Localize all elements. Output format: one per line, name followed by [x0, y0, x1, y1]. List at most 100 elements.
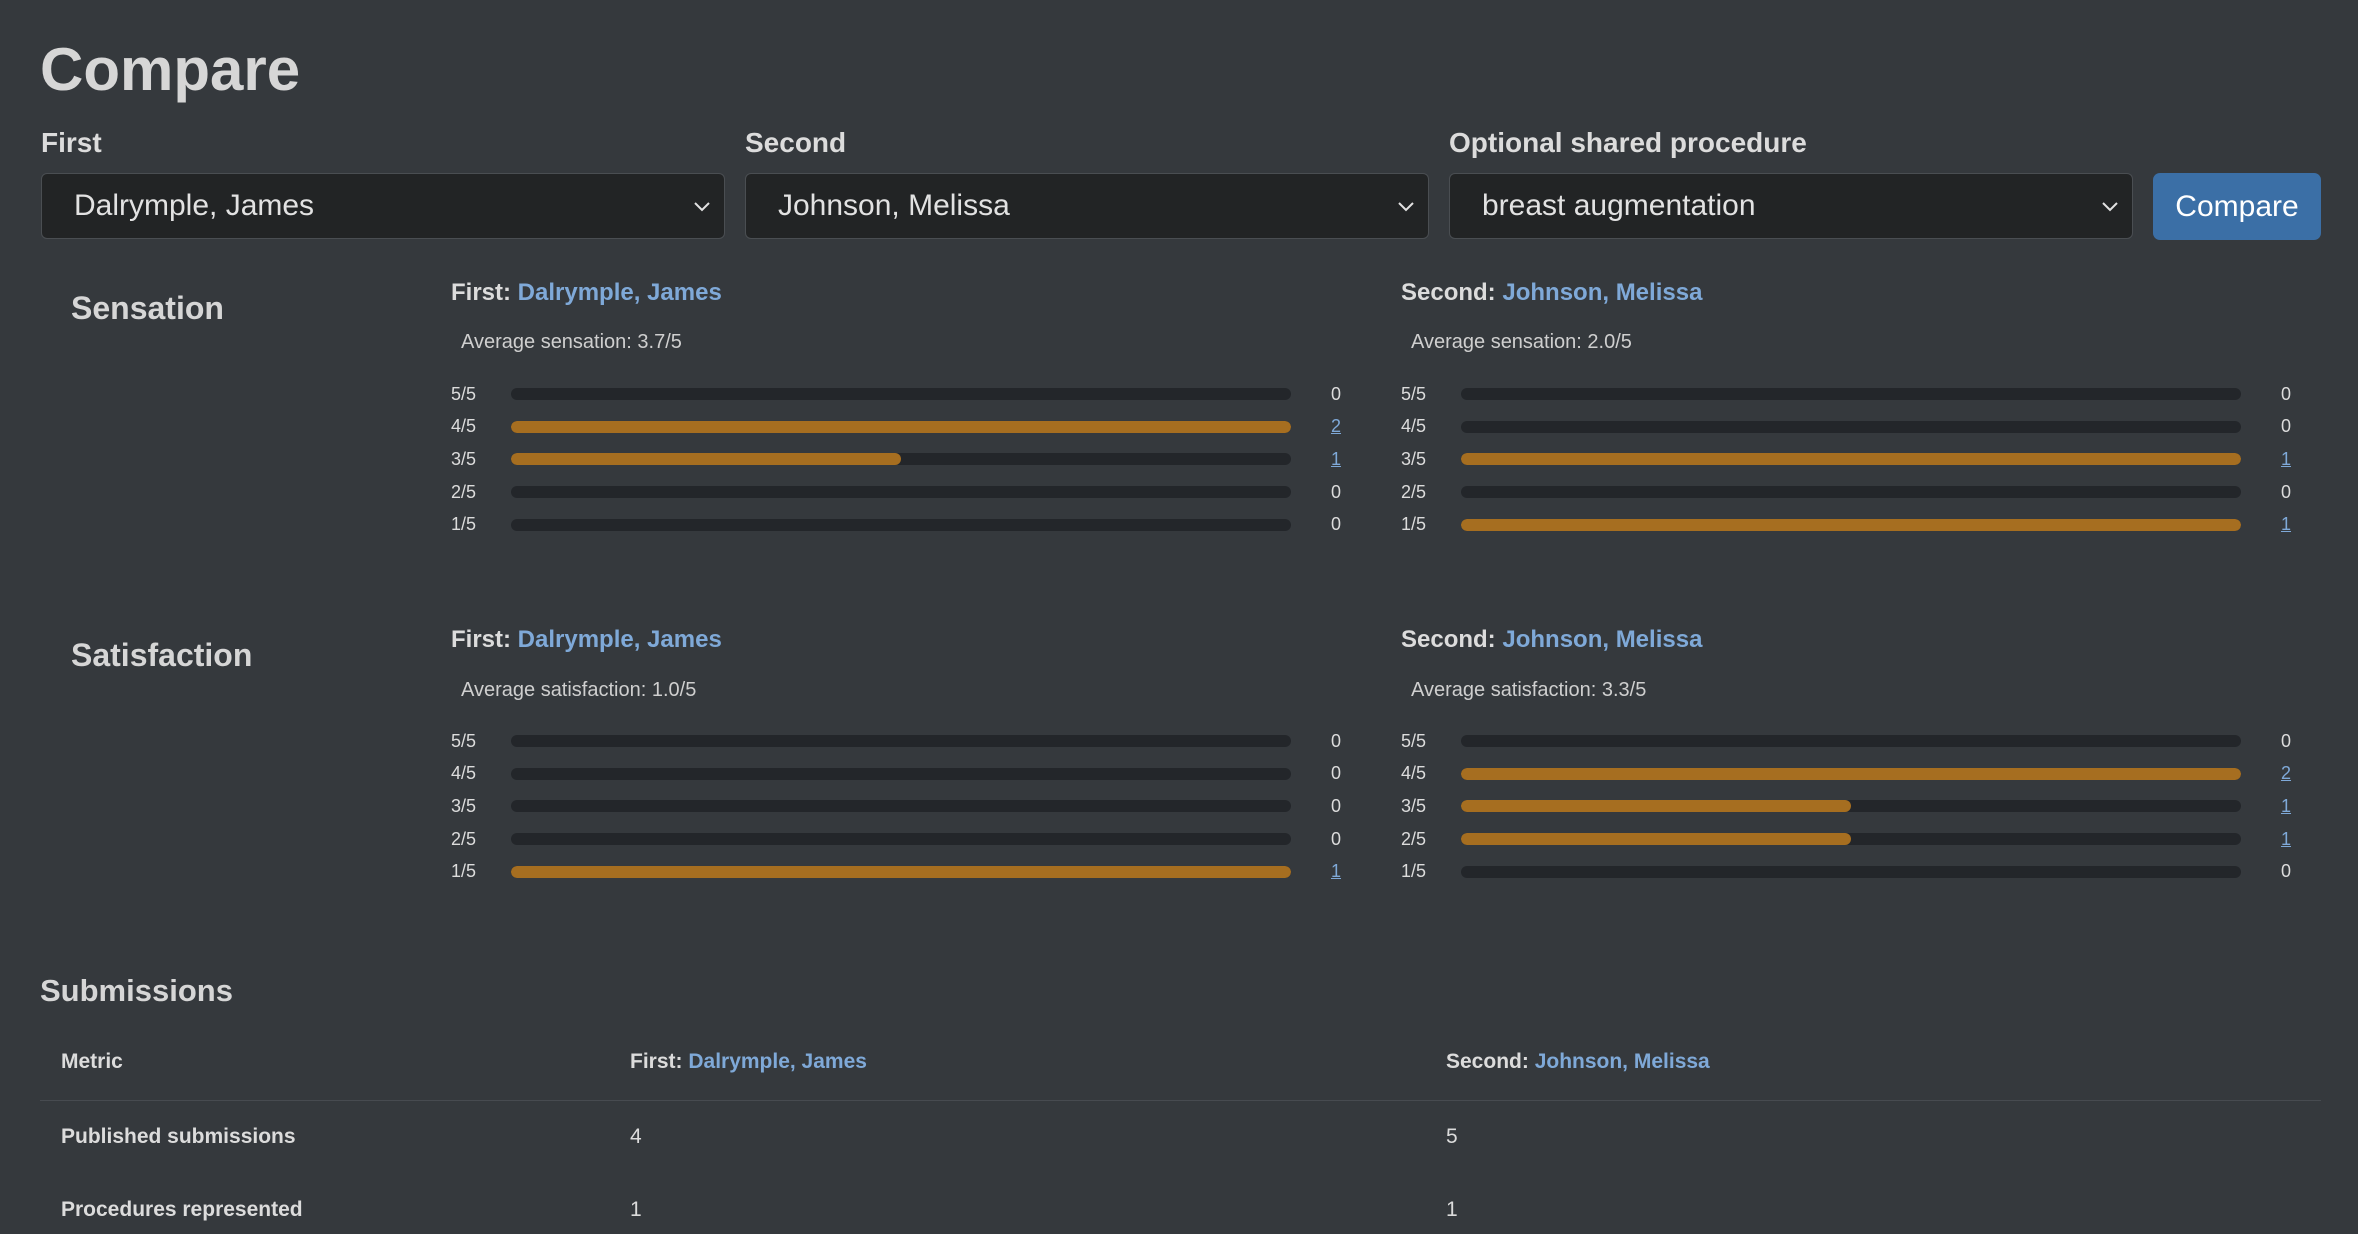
rating-count: 0 [2280, 481, 2291, 502]
rating-bar-fill [1461, 833, 1851, 846]
rating-bar-row: 1/5 1 [451, 861, 1341, 882]
second-surgeon-link[interactable]: Johnson, Melissa [1534, 1050, 1710, 1073]
satisfaction-second-average: Average satisfaction: 3.3/5 [1411, 679, 1647, 701]
rating-count[interactable]: 1 [1330, 448, 1341, 469]
rating-bar-fill [511, 865, 1291, 878]
rating-bar-row: 5/5 0 [451, 384, 1341, 404]
table-row-second-value: 1 [1446, 1198, 1458, 1221]
header-prefix: First: [630, 1050, 683, 1073]
table-row-metric: Procedures represented [61, 1198, 303, 1221]
rating-bar-track [1461, 833, 2241, 846]
rating-bar-row: 2/5 1 [1401, 829, 2291, 849]
rating-bar-fill [1461, 767, 2241, 780]
rating-bar-row: 2/5 0 [451, 482, 1341, 502]
satisfaction-title: Satisfaction [71, 637, 253, 673]
second-surgeon-select-value: Johnson, Melissa [778, 189, 1010, 222]
satisfaction-first-average: Average satisfaction: 1.0/5 [461, 679, 697, 701]
second-surgeon-link[interactable]: Johnson, Melissa [1502, 626, 1703, 653]
rating-bar-track [1461, 735, 2241, 747]
rating-bar-fill [1461, 453, 2241, 466]
rating-count[interactable]: 1 [1330, 861, 1341, 882]
rating-count: 0 [2280, 730, 2291, 751]
first-surgeon-select[interactable]: Dalrymple, James [41, 173, 725, 239]
rating-bar-row: 5/5 0 [451, 731, 1341, 751]
rating-bar-fill [1461, 518, 2241, 531]
sensation-second-heading: Second: Johnson, Melissa [1401, 279, 1702, 307]
rating-count: 0 [1330, 763, 1341, 784]
rating-bar-row: 1/5 1 [1401, 514, 2291, 535]
rating-bar-row: 3/5 1 [451, 449, 1341, 469]
heading-prefix: First: [451, 626, 511, 653]
rating-bar-fill [511, 453, 901, 466]
rating-label: 3/5 [1401, 448, 1427, 469]
rating-count[interactable]: 2 [1330, 416, 1341, 437]
rating-bar-track [511, 420, 1291, 433]
rating-bar-row: 2/5 0 [451, 829, 1341, 849]
second-select-label: Second [745, 127, 847, 158]
rating-bar-row: 4/5 2 [1401, 763, 2291, 784]
table-row-second-value: 5 [1446, 1125, 1458, 1148]
page-title: Compare [40, 36, 301, 103]
chevron-down-icon [1398, 202, 1414, 212]
chevron-down-icon [694, 202, 710, 212]
table-row-metric: Published submissions [61, 1125, 296, 1148]
first-surgeon-link[interactable]: Dalrymple, James [688, 1050, 867, 1073]
rating-bar-track [511, 453, 1291, 466]
rating-label: 5/5 [451, 730, 477, 751]
rating-label: 2/5 [451, 481, 477, 502]
rating-label: 1/5 [451, 861, 477, 882]
rating-bar-row: 1/5 0 [1401, 861, 2291, 882]
table-row-first-value: 4 [630, 1125, 642, 1148]
rating-bar-row: 4/5 0 [451, 763, 1341, 784]
rating-label: 1/5 [1401, 861, 1427, 882]
rating-count: 0 [1330, 481, 1341, 502]
rating-bar-row: 2/5 0 [1401, 482, 2291, 502]
first-surgeon-link[interactable]: Dalrymple, James [517, 626, 722, 653]
procedure-select[interactable]: breast augmentation [1449, 173, 2133, 239]
rating-count[interactable]: 1 [2280, 514, 2291, 535]
table-row-first-value: 1 [630, 1198, 642, 1221]
sensation-second-average: Average sensation: 2.0/5 [1411, 331, 1632, 353]
procedure-select-value: breast augmentation [1482, 189, 1756, 222]
second-surgeon-link[interactable]: Johnson, Melissa [1502, 279, 1703, 306]
sensation-first-average: Average sensation: 3.7/5 [461, 331, 682, 353]
rating-label: 4/5 [451, 763, 477, 784]
rating-bar-track [1461, 800, 2241, 813]
table-header-first: First: Dalrymple, James [630, 1050, 867, 1074]
rating-label: 2/5 [1401, 828, 1427, 849]
rating-bar-track [511, 518, 1291, 531]
rating-label: 3/5 [451, 795, 477, 816]
rating-bar-track [1461, 388, 2241, 400]
rating-bar-row: 5/5 0 [1401, 384, 2291, 404]
rating-bar-row: 3/5 1 [1401, 796, 2291, 816]
rating-label: 3/5 [1401, 795, 1427, 816]
second-surgeon-select[interactable]: Johnson, Melissa [745, 173, 1429, 239]
rating-bar-row: 3/5 0 [451, 796, 1341, 816]
heading-prefix: Second: [1401, 626, 1496, 653]
rating-count[interactable]: 1 [2280, 448, 2291, 469]
satisfaction-first-heading: First: Dalrymple, James [451, 626, 722, 654]
table-header-metric: Metric [61, 1050, 123, 1073]
rating-bar-row: 4/5 0 [1401, 416, 2291, 437]
rating-label: 5/5 [1401, 730, 1427, 751]
submissions-title: Submissions [40, 973, 233, 1008]
rating-count: 0 [1330, 730, 1341, 751]
rating-label: 2/5 [1401, 481, 1427, 502]
rating-bar-track [511, 865, 1291, 878]
rating-count[interactable]: 1 [2280, 828, 2291, 849]
rating-bar-track [1461, 420, 2241, 433]
rating-bar-row: 5/5 0 [1401, 731, 2291, 751]
rating-count[interactable]: 1 [2280, 795, 2291, 816]
rating-count: 0 [2280, 416, 2291, 437]
rating-label: 2/5 [451, 828, 477, 849]
first-surgeon-link[interactable]: Dalrymple, James [517, 279, 722, 306]
rating-label: 4/5 [451, 416, 477, 437]
compare-button[interactable]: Compare [2153, 173, 2321, 240]
rating-bar-track [511, 833, 1291, 846]
rating-count[interactable]: 2 [2280, 763, 2291, 784]
table-header-second: Second: Johnson, Melissa [1446, 1050, 1710, 1074]
rating-bar-fill [1461, 800, 1851, 813]
rating-bar-track [511, 486, 1291, 499]
rating-bar-row: 4/5 2 [451, 416, 1341, 437]
rating-bar-track [511, 800, 1291, 813]
